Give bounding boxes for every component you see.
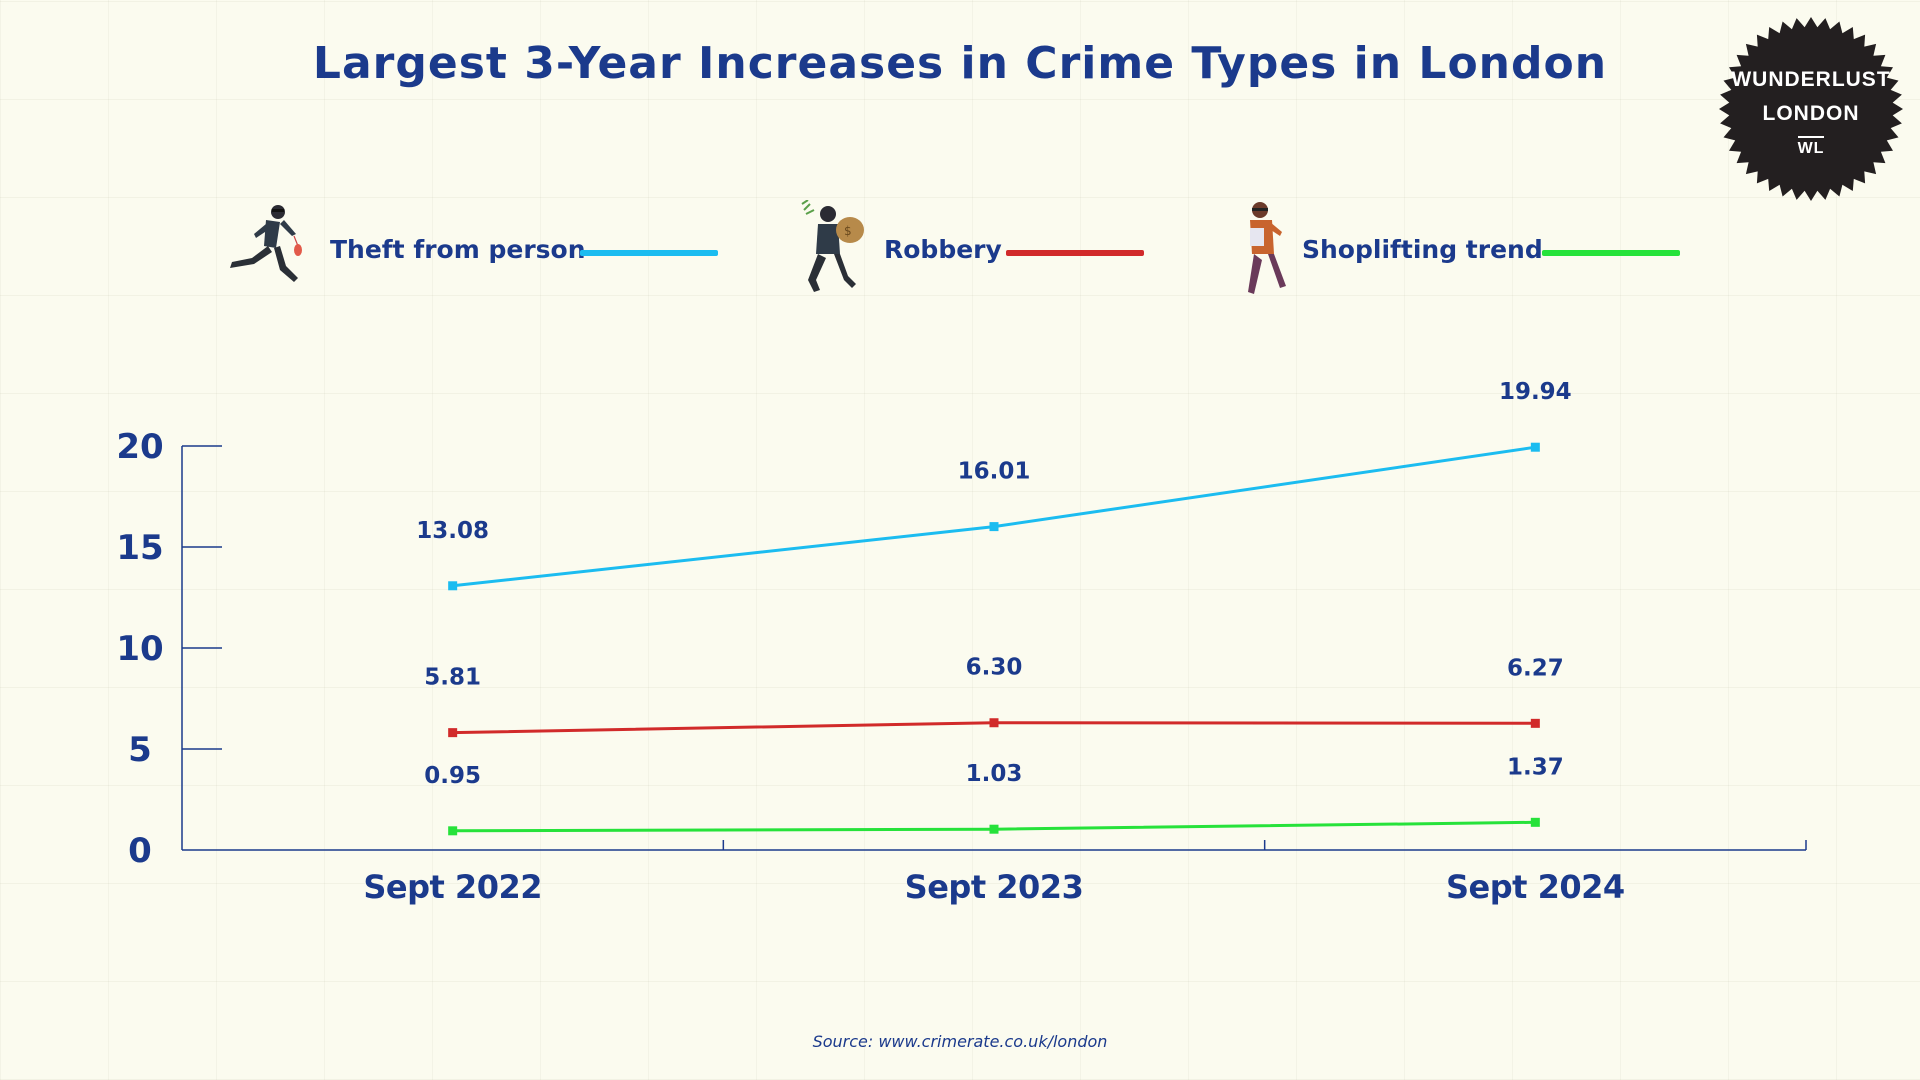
data-point (1530, 718, 1540, 728)
svg-text:$: $ (844, 224, 852, 238)
data-label: 19.94 (1499, 379, 1572, 405)
x-tick-label: Sept 2022 (363, 868, 542, 906)
data-point (448, 728, 458, 738)
running-thief-icon (230, 205, 302, 282)
legend: Theft from person $ Robbery (0, 200, 1920, 300)
legend-label-theft: Theft from person (330, 235, 586, 264)
badge-line1: WUNDERLUST (1731, 68, 1891, 91)
data-label: 6.27 (1507, 655, 1564, 681)
data-label: 16.01 (958, 459, 1031, 485)
data-point (1530, 442, 1540, 452)
y-tick-label: 15 (116, 528, 163, 568)
badge-seal-icon (1719, 17, 1903, 201)
badge-monogram-text: WL (1797, 136, 1825, 157)
data-point (1530, 817, 1540, 827)
data-point (989, 522, 999, 532)
x-tick-label: Sept 2024 (1446, 868, 1625, 906)
y-tick-label: 0 (128, 831, 152, 871)
legend-label-robbery: Robbery (884, 235, 1002, 264)
y-tick-label: 20 (116, 427, 163, 467)
data-point (448, 826, 458, 836)
data-point (989, 718, 999, 728)
data-label: 5.81 (424, 665, 481, 691)
data-point (448, 581, 458, 591)
data-label: 1.37 (1507, 754, 1564, 780)
data-label: 6.30 (966, 655, 1023, 681)
x-tick-label: Sept 2023 (905, 868, 1084, 906)
data-label: 13.08 (416, 518, 489, 544)
wunderlust-london-badge: WUNDERLUST LONDON WL (1718, 16, 1904, 202)
shoplifter-icon (1248, 202, 1286, 294)
y-tick-label: 10 (116, 629, 163, 669)
chart-title: Largest 3-Year Increases in Crime Types … (312, 38, 1608, 89)
badge-line2: LONDON (1762, 102, 1860, 125)
legend-label-shoplifting: Shoplifting trend (1302, 235, 1543, 264)
legend-swatch-theft (580, 250, 718, 256)
data-point (989, 824, 999, 834)
legend-swatch-shoplifting (1542, 250, 1680, 256)
y-tick-label: 5 (128, 730, 152, 770)
legend-swatch-robbery (1006, 250, 1144, 256)
source-note: Source: www.crimerate.co.uk/london (812, 1032, 1108, 1051)
data-label: 0.95 (424, 763, 481, 789)
badge-monogram: WL (1718, 136, 1904, 158)
data-label: 1.03 (966, 761, 1023, 787)
robber-with-money-bag-icon: $ (801, 200, 864, 292)
